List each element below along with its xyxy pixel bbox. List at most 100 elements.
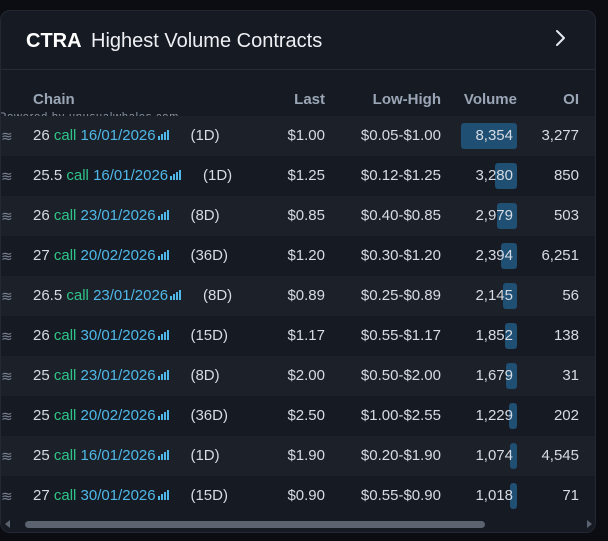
expiry-date[interactable]: 23/01/2026 (80, 207, 156, 224)
contract-chain[interactable]: 25.5 call 16/01/2026 (1D) (33, 167, 232, 184)
low-high-range: $0.25-$0.89 (360, 287, 441, 304)
chart-bars-icon[interactable] (156, 327, 170, 344)
open-interest: 850 (553, 167, 579, 184)
table-row[interactable]: ≋ 25 call 16/01/2026 (1D) $1.90 $0.20-$1.90… (1, 436, 595, 476)
column-header-last[interactable]: Last (294, 91, 325, 108)
table-row[interactable]: ≋ 26.5 call 23/01/2026 (8D) $0.89 $0.25-$0.… (1, 276, 595, 316)
scroll-right-arrow-icon[interactable] (587, 520, 592, 528)
expiry-date[interactable]: 23/01/2026 (80, 367, 156, 384)
flow-wave-icon[interactable]: ≋ (1, 128, 13, 144)
contract-chain[interactable]: 27 call 30/01/2026 (15D) (33, 487, 228, 504)
contract-chain[interactable]: 25 call 23/01/2026 (8D) (33, 367, 220, 384)
days-to-expiry: (1D) (190, 127, 220, 144)
table-row[interactable]: ≋ 26 call 23/01/2026 (8D) $0.85 $0.40-$0.85… (1, 196, 595, 236)
contract-chain[interactable]: 26 call 23/01/2026 (8D) (33, 207, 220, 224)
low-high-range: $0.30-$1.20 (360, 247, 441, 264)
low-high-range: $0.55-$1.17 (360, 327, 441, 344)
option-type: call (66, 287, 89, 304)
card-header: CTRA Highest Volume Contracts (1, 11, 595, 70)
contract-chain[interactable]: 26.5 call 23/01/2026 (8D) (33, 287, 232, 304)
open-interest: 4,545 (541, 447, 579, 464)
flow-wave-icon[interactable]: ≋ (1, 488, 13, 504)
low-high-range: $0.12-$1.25 (360, 167, 441, 184)
option-type: call (53, 407, 77, 424)
table-row[interactable]: ≋ 25 call 20/02/2026 (36D) $2.50 $1.00-$2.5… (1, 396, 595, 436)
last-price: $1.00 (287, 127, 325, 144)
volume-bar (495, 163, 517, 189)
expiry-date[interactable]: 20/02/2026 (80, 247, 156, 264)
expiry-date[interactable]: 16/01/2026 (80, 447, 156, 464)
volume-value: 1,074 (475, 447, 513, 464)
days-to-expiry: (36D) (190, 407, 228, 424)
scroll-left-arrow-icon[interactable] (5, 520, 10, 528)
volume-bar (505, 323, 517, 349)
days-to-expiry: (8D) (190, 207, 220, 224)
table-row[interactable]: ≋ 27 call 30/01/2026 (15D) $0.90 $0.55-$0.9… (1, 476, 595, 516)
expiry-date[interactable]: 23/01/2026 (93, 287, 169, 304)
chart-bars-icon[interactable] (156, 247, 170, 264)
flow-wave-icon[interactable]: ≋ (1, 368, 13, 384)
contract-chain[interactable]: 26 call 16/01/2026 (1D) (33, 127, 220, 144)
option-type: call (53, 327, 77, 344)
expiry-date[interactable]: 30/01/2026 (80, 327, 156, 344)
card-title: Highest Volume Contracts (91, 30, 323, 52)
flow-wave-icon[interactable]: ≋ (1, 328, 13, 344)
flow-wave-icon[interactable]: ≋ (1, 408, 13, 424)
column-header-volume[interactable]: Volume (463, 91, 517, 108)
open-interest: 202 (553, 407, 579, 424)
contract-chain[interactable]: 25 call 20/02/2026 (36D) (33, 407, 228, 424)
expiry-date[interactable]: 16/01/2026 (93, 167, 169, 184)
chart-bars-icon[interactable] (156, 487, 170, 504)
table-row[interactable]: ≋ 26 call 30/01/2026 (15D) $1.17 $0.55-$1.1… (1, 316, 595, 356)
flow-wave-icon[interactable]: ≋ (1, 168, 13, 184)
contract-chain[interactable]: 27 call 20/02/2026 (36D) (33, 247, 228, 264)
expiry-date[interactable]: 20/02/2026 (80, 407, 156, 424)
column-header-chain[interactable]: Chain (33, 91, 75, 108)
last-price: $0.89 (287, 287, 325, 304)
low-high-range: $0.05-$1.00 (360, 127, 441, 144)
contract-chain[interactable]: 25 call 16/01/2026 (1D) (33, 447, 220, 464)
table-row[interactable]: ≋ 25 call 23/01/2026 (8D) $2.00 $0.50-$2.00… (1, 356, 595, 396)
open-interest: 6,251 (541, 247, 579, 264)
flow-wave-icon[interactable]: ≋ (1, 448, 13, 464)
column-header-oi[interactable]: OI (563, 91, 579, 108)
low-high-range: $0.20-$1.90 (360, 447, 441, 464)
volume-value: 1,852 (475, 327, 513, 344)
chart-bars-icon[interactable] (156, 127, 170, 144)
days-to-expiry: (15D) (190, 327, 228, 344)
volume-value: 8,354 (475, 127, 513, 144)
expiry-date[interactable]: 30/01/2026 (80, 487, 156, 504)
strike-price: 26 (33, 327, 50, 344)
chart-bars-icon[interactable] (168, 287, 182, 304)
flow-wave-icon[interactable]: ≋ (1, 248, 13, 264)
table-row[interactable]: ≋ 26 call 16/01/2026 (1D) $1.00 $0.05-$1.00… (1, 116, 595, 156)
option-type: call (66, 167, 89, 184)
strike-price: 27 (33, 487, 50, 504)
last-price: $1.25 (287, 167, 325, 184)
low-high-range: $0.50-$2.00 (360, 367, 441, 384)
days-to-expiry: (8D) (190, 367, 220, 384)
scrollbar-thumb[interactable] (25, 521, 485, 528)
volume-bar (503, 283, 517, 309)
chart-bars-icon[interactable] (156, 207, 170, 224)
table-row[interactable]: ≋ 27 call 20/02/2026 (36D) $1.20 $0.30-$1.2… (1, 236, 595, 276)
volume-value: 3,280 (475, 167, 513, 184)
chevron-right-icon[interactable] (549, 27, 571, 49)
table-row[interactable]: ≋ 25.5 call 16/01/2026 (1D) $1.25 $0.12-$1.… (1, 156, 595, 196)
volume-bar (461, 123, 517, 149)
contracts-card: CTRA Highest Volume Contracts Chain Last… (0, 10, 596, 533)
last-price: $0.90 (287, 487, 325, 504)
low-high-range: $1.00-$2.55 (360, 407, 441, 424)
flow-wave-icon[interactable]: ≋ (1, 288, 13, 304)
chart-bars-icon[interactable] (168, 167, 182, 184)
volume-bar (510, 483, 517, 509)
flow-wave-icon[interactable]: ≋ (1, 208, 13, 224)
strike-price: 25 (33, 407, 50, 424)
strike-price: 27 (33, 247, 50, 264)
column-header-low-high[interactable]: Low-High (372, 91, 441, 108)
expiry-date[interactable]: 16/01/2026 (80, 127, 156, 144)
contract-chain[interactable]: 26 call 30/01/2026 (15D) (33, 327, 228, 344)
chart-bars-icon[interactable] (156, 407, 170, 424)
chart-bars-icon[interactable] (156, 447, 170, 464)
chart-bars-icon[interactable] (156, 367, 170, 384)
